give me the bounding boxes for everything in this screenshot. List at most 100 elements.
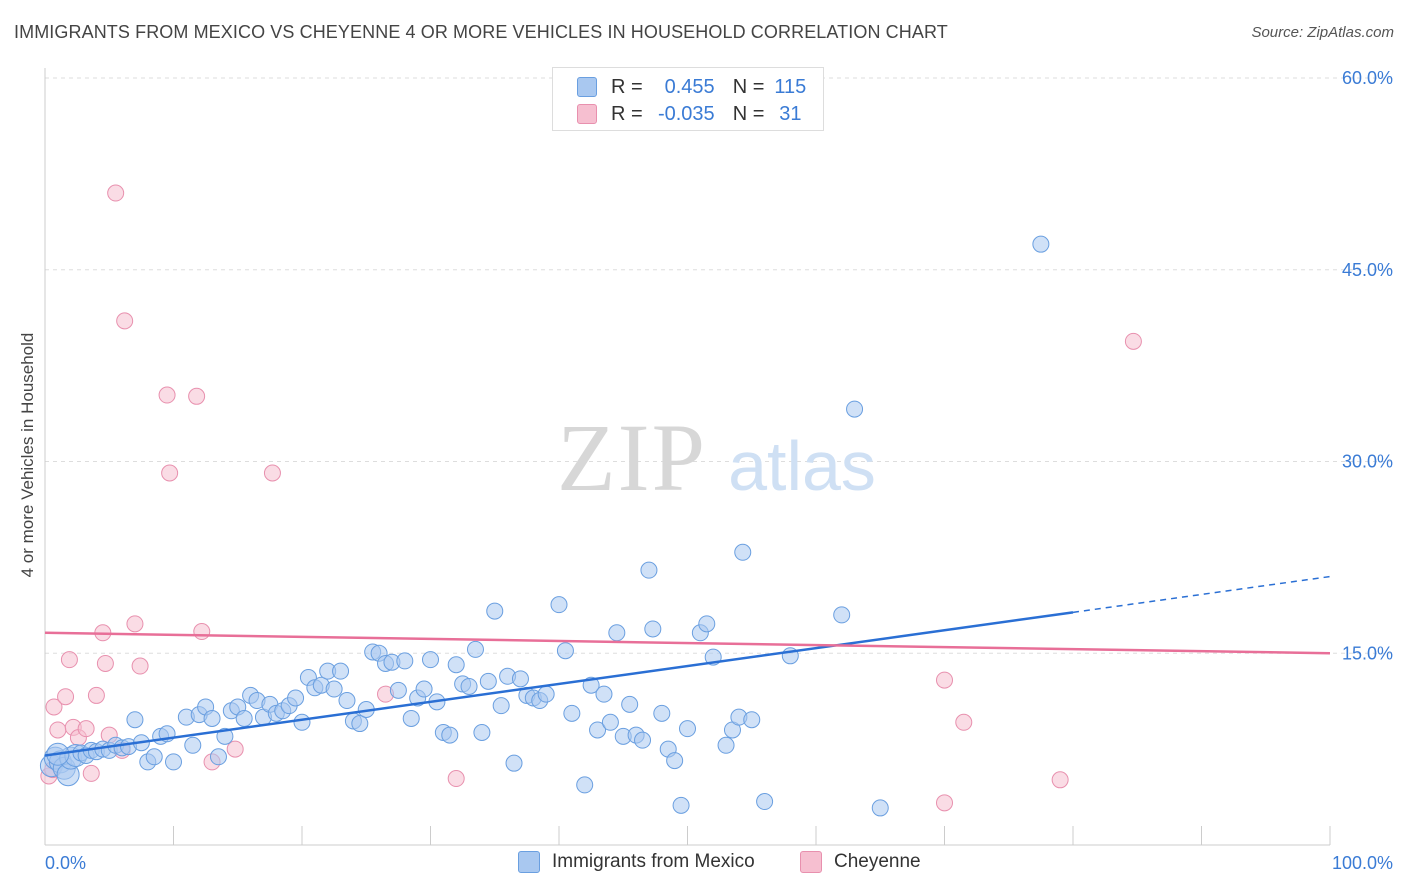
stats-legend: R = 0.455 N = 115 R = -0.035 N = 31 (552, 67, 824, 131)
mexico-point (479, 672, 497, 690)
mexico-point (608, 624, 626, 642)
mexico-point (505, 754, 523, 772)
cheyenne-point (107, 184, 125, 202)
mexico-point (756, 793, 774, 811)
mexico-point (293, 713, 311, 731)
mexico-point (492, 697, 510, 715)
mexico-point (871, 799, 889, 817)
grid-lines (45, 77, 1392, 654)
mexico-point (473, 724, 491, 742)
cheyenne-point (936, 794, 953, 812)
mexico-point (184, 736, 202, 754)
watermark-zip: ZIP (557, 404, 707, 511)
cheyenne-point (116, 312, 134, 330)
mexico-point (672, 796, 690, 814)
n-value: 115 (774, 75, 807, 98)
stats-row-mexico: R = 0.455 N = 115 (577, 75, 810, 99)
cheyenne-point (82, 764, 100, 782)
mexico-point (338, 692, 356, 710)
mexico-point (537, 685, 555, 703)
legend-swatch-pink (577, 104, 597, 124)
mexico-point (833, 606, 851, 624)
mexico-point (743, 711, 761, 729)
cheyenne-point (77, 720, 95, 738)
cheyenne-point (158, 386, 176, 404)
mexico-point (325, 680, 343, 698)
cheyenne-point (226, 740, 244, 758)
cheyenne-point (126, 615, 144, 633)
mexico-point (126, 711, 144, 729)
x-tick-label: 100.0% (1332, 853, 1393, 873)
mexico-point (698, 615, 716, 633)
mexico-point (595, 685, 613, 703)
mexico-point (402, 709, 420, 727)
mexico-point (165, 753, 182, 771)
cheyenne-point (955, 713, 973, 731)
cheyenne-trend-line (44, 631, 1331, 655)
cheyenne-point (447, 770, 465, 788)
watermark-atlas: atlas (728, 427, 876, 505)
legend-swatch-blue (518, 851, 540, 873)
mexico-point (389, 681, 407, 699)
mexico-point (415, 680, 433, 698)
mexico-point (511, 670, 529, 688)
cheyenne-point (188, 387, 206, 405)
x-tick-label: 0.0% (45, 853, 86, 873)
mexico-point (203, 709, 221, 727)
cheyenne-point (161, 464, 179, 482)
mexico-point (287, 689, 305, 707)
cheyenne-point (49, 721, 67, 739)
mexico-point (209, 748, 227, 766)
watermark: ZIP atlas (557, 404, 876, 511)
mexico-point (216, 727, 234, 745)
legend-item-cheyenne[interactable]: Cheyenne (800, 851, 921, 873)
r-value: 0.455 (664, 75, 715, 98)
cheyenne-point (131, 657, 149, 675)
mexico-point (422, 651, 439, 669)
y-axis-label: 4 or more Vehicles in Household (18, 332, 37, 578)
cheyenne-point (193, 623, 211, 641)
axes (44, 68, 1331, 846)
y-tick-label: 45.0% (1342, 260, 1393, 280)
mexico-point (145, 748, 163, 766)
cheyenne-point (45, 698, 63, 716)
n-label: N = (732, 75, 765, 98)
mexico-point (1032, 235, 1050, 253)
mexico-point (634, 731, 652, 749)
y-tick-label: 15.0% (1342, 643, 1393, 663)
mexico-point (576, 776, 594, 794)
mexico-point (601, 713, 619, 731)
legend-label-mexico: Immigrants from Mexico (552, 851, 755, 872)
mexico-point (441, 726, 459, 744)
mexico-point (717, 736, 735, 754)
mexico-point (235, 709, 253, 727)
y-tick-label: 30.0% (1342, 452, 1393, 472)
mexico-point (644, 620, 662, 638)
cheyenne-point (57, 688, 75, 706)
mexico-point (679, 720, 696, 738)
mexico-point (846, 400, 864, 418)
mexico-point (666, 752, 684, 770)
mexico-point (396, 652, 414, 670)
cheyenne-point (1051, 771, 1069, 789)
mexico-trend-extension (1072, 575, 1331, 614)
series-legend: Immigrants from Mexico Cheyenne (0, 851, 1406, 879)
mexico-point (621, 695, 639, 713)
chart-title: IMMIGRANTS FROM MEXICO VS CHEYENNE 4 OR … (14, 22, 948, 42)
mexico-point (734, 543, 752, 561)
cheyenne-point (936, 671, 953, 689)
cheyenne-point (263, 464, 281, 482)
mexico-point (550, 596, 568, 614)
cheyenne-point (87, 686, 105, 704)
r-label: R = (611, 102, 643, 125)
mexico-trend-line (44, 611, 1074, 757)
mexico-point (556, 642, 574, 660)
legend-item-mexico[interactable]: Immigrants from Mexico (518, 851, 755, 873)
mexico-point (466, 640, 484, 658)
source-label: Source: ZipAtlas.com (1251, 24, 1394, 41)
legend-swatch-pink (800, 851, 822, 873)
mexico-point (486, 602, 504, 620)
trend-lines (44, 575, 1331, 757)
cheyenne-point (1124, 332, 1142, 350)
